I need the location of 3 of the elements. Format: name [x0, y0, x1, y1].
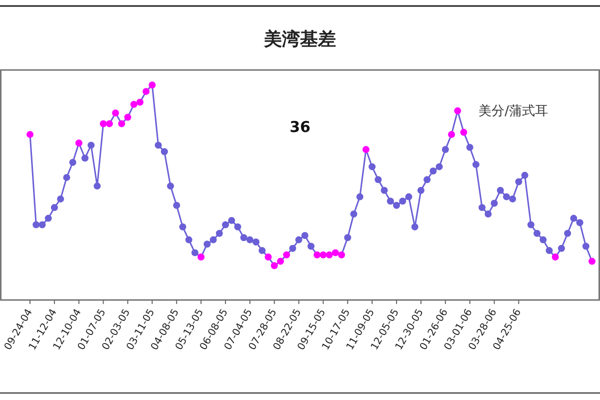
chart-title: 美湾基差 [263, 29, 336, 50]
annotation: 36 [290, 118, 310, 136]
y-axis-title: 美分/蒲式耳 [478, 103, 548, 119]
